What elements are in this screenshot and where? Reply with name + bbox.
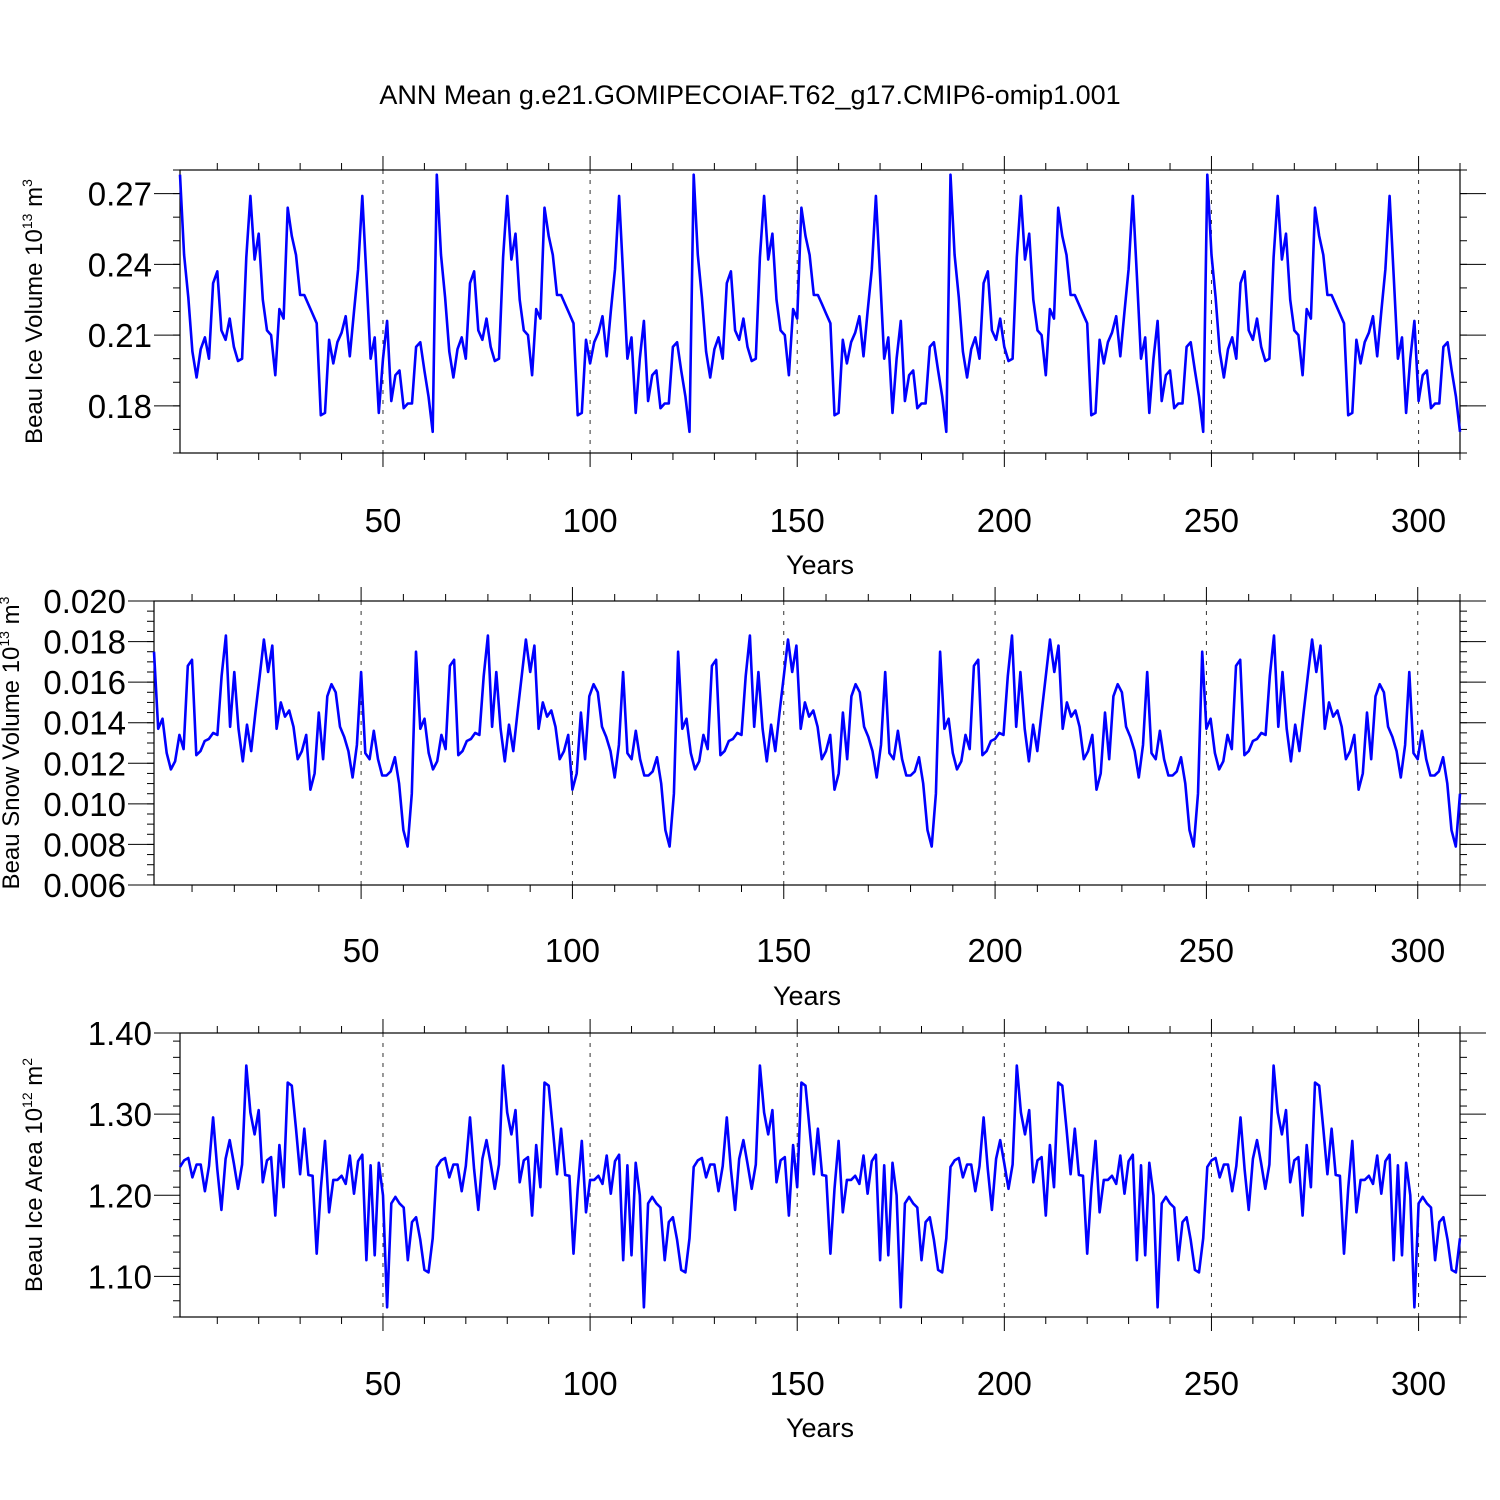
- ice-volume-series-line: [178, 173, 1462, 434]
- x-tick-label: 200: [977, 502, 1032, 539]
- y-axis-unit-exponent: 3: [19, 179, 35, 187]
- y-axis-title-text: Beau Snow Volume 10: [0, 647, 25, 890]
- snow-volume-plot-frame: [153, 600, 1461, 886]
- x-tick-label: 250: [1184, 502, 1239, 539]
- y-tick-label: 0.010: [43, 786, 126, 823]
- ice-area-panel: 1.10 1.20 1.30 1.40 50 100 150 200 250 300 Years Be…: [19, 1015, 1486, 1443]
- x-tick-label: 200: [968, 932, 1023, 969]
- y-tick-label: 0.008: [43, 826, 126, 863]
- x-tick-label: 150: [770, 502, 825, 539]
- ice-area-series-line: [178, 1064, 1462, 1309]
- y-axis-unit: m: [21, 187, 48, 214]
- x-tick-label: 50: [343, 932, 380, 969]
- y-axis-title: Beau Ice Area 1012 m2: [19, 1058, 48, 1292]
- y-tick-label: 1.10: [88, 1258, 152, 1295]
- y-tick-label: 0.018: [43, 624, 126, 661]
- x-tick-label: 50: [365, 502, 402, 539]
- x-tick-label: 250: [1184, 1365, 1239, 1402]
- x-axis-title: Years: [773, 981, 841, 1011]
- x-axis-title: Years: [786, 550, 854, 580]
- y-axis-unit: m: [0, 604, 25, 631]
- x-tick-label: 300: [1391, 1365, 1446, 1402]
- ice-volume-panel: 0.18 0.21 0.24 0.27 50 100 150 200 250 300 Years Be…: [19, 156, 1486, 580]
- y-axis-exponent: 12: [19, 1092, 35, 1108]
- x-tick-label: 250: [1179, 932, 1234, 969]
- y-tick-label: 0.014: [43, 705, 126, 742]
- x-tick-label: 100: [563, 1365, 618, 1402]
- x-tick-label: 150: [770, 1365, 825, 1402]
- y-tick-label: 0.016: [43, 664, 126, 701]
- y-axis-exponent: 13: [0, 631, 12, 647]
- x-tick-label: 50: [365, 1365, 402, 1402]
- y-tick-label: 0.18: [88, 388, 152, 425]
- x-tick-label: 150: [756, 932, 811, 969]
- x-tick-label: 300: [1391, 502, 1446, 539]
- y-axis-exponent: 13: [19, 213, 35, 229]
- y-tick-label: 0.27: [88, 176, 152, 213]
- snow-volume-series-line: [152, 634, 1462, 848]
- y-axis-title-text: Beau Ice Area 10: [21, 1108, 48, 1292]
- y-tick-label: 0.020: [43, 583, 126, 620]
- y-tick-label: 0.24: [88, 246, 152, 283]
- y-axis-unit-exponent: 3: [0, 596, 12, 604]
- x-tick-label: 100: [563, 502, 618, 539]
- y-axis-unit-exponent: 2: [19, 1058, 35, 1066]
- y-tick-label: 1.40: [88, 1015, 152, 1052]
- y-tick-label: 0.006: [43, 867, 126, 904]
- y-tick-label: 0.012: [43, 745, 126, 782]
- ice-volume-plot-frame: [179, 169, 1461, 454]
- y-axis-title: Beau Snow Volume 1013 m3: [0, 596, 25, 889]
- y-axis-title-text: Beau Ice Volume 10: [21, 229, 48, 444]
- y-tick-label: 1.20: [88, 1177, 152, 1214]
- y-tick-label: 1.30: [88, 1096, 152, 1133]
- x-tick-label: 300: [1390, 932, 1445, 969]
- y-tick-label: 0.21: [88, 317, 152, 354]
- ice-area-plot-frame: [179, 1032, 1461, 1318]
- x-axis-title: Years: [786, 1413, 854, 1443]
- x-tick-label: 200: [977, 1365, 1032, 1402]
- x-tick-label: 100: [545, 932, 600, 969]
- chart-title: ANN Mean g.e21.GOMIPECOIAF.T62_g17.CMIP6…: [379, 80, 1121, 110]
- y-axis-unit: m: [21, 1066, 48, 1093]
- y-axis-title: Beau Ice Volume 1013 m3: [19, 179, 48, 444]
